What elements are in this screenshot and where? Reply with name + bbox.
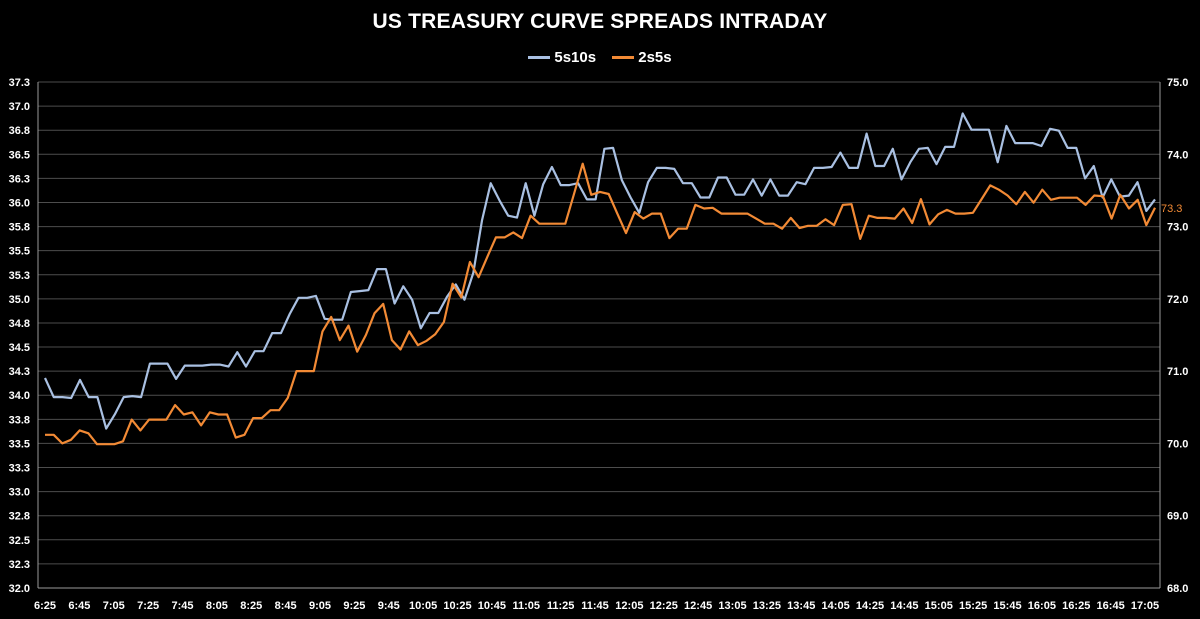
- series-lines: [43, 112, 1156, 446]
- y-left-tick-label: 32.0: [9, 583, 30, 595]
- y-right-tick-label: 68.0: [1167, 583, 1188, 595]
- y-left-tick-label: 36.5: [9, 149, 30, 161]
- tick-labels: 32.0 32.3 32.5 32.8 33.0 33.3 33.5 33.8 34.0 34.3…: [9, 77, 1189, 612]
- legend-item-2s5s: 2s5s: [612, 49, 672, 66]
- y-right-tick-label: 73.0: [1167, 222, 1188, 234]
- x-tick-label: 13:25: [753, 600, 781, 612]
- y-left-tick-label: 34.0: [9, 390, 30, 402]
- chart-title: US TREASURY CURVE SPREADS INTRADAY: [372, 10, 828, 33]
- x-tick-label: 14:25: [856, 600, 884, 612]
- x-tick-label: 9:25: [343, 600, 365, 612]
- legend-swatch-5s10s: [528, 56, 551, 59]
- axes: [37, 82, 1161, 589]
- grid-lines: [38, 81, 1160, 589]
- x-tick-label: 9:45: [378, 600, 400, 612]
- y-left-tick-label: 36.3: [9, 173, 30, 185]
- series-line-2s5s: [45, 162, 1156, 446]
- x-tick-label: 9:05: [309, 600, 331, 612]
- x-tick-label: 17:05: [1131, 600, 1159, 612]
- x-tick-label: 15:05: [925, 600, 953, 612]
- legend-label-5s10s: 5s10s: [554, 49, 597, 66]
- y-left-tick-label: 33.0: [9, 487, 30, 499]
- legend-swatch-2s5s: [612, 56, 635, 59]
- x-tick-label: 6:45: [68, 600, 90, 612]
- x-tick-label: 12:05: [615, 600, 643, 612]
- x-tick-label: 14:45: [890, 600, 918, 612]
- y-left-tick-label: 35.0: [9, 294, 30, 306]
- x-tick-label: 8:45: [275, 600, 297, 612]
- legend-item-5s10s: 5s10s: [528, 49, 596, 66]
- legend-label-2s5s: 2s5s: [638, 49, 672, 66]
- y-left-tick-label: 32.8: [9, 511, 30, 523]
- y-right-tick-label: 75.0: [1167, 77, 1188, 89]
- y-left-tick-label: 33.8: [9, 414, 30, 426]
- x-tick-label: 13:05: [718, 600, 746, 612]
- x-tick-label: 11:45: [581, 600, 609, 612]
- x-tick-label: 12:45: [684, 600, 712, 612]
- x-tick-label: 16:45: [1097, 600, 1125, 612]
- x-tick-label: 10:25: [443, 600, 471, 612]
- y-left-tick-label: 32.3: [9, 559, 30, 571]
- y-right-tick-label: 70.0: [1167, 438, 1188, 450]
- y-left-tick-label: 33.3: [9, 463, 30, 475]
- x-tick-label: 8:05: [206, 600, 228, 612]
- x-tick-label: 12:25: [650, 600, 678, 612]
- y-right-tick-label: 74.0: [1167, 149, 1188, 161]
- y-left-tick-label: 32.5: [9, 535, 30, 547]
- x-tick-label: 13:45: [787, 600, 815, 612]
- y-left-tick-label: 37.3: [9, 77, 30, 89]
- x-tick-label: 10:45: [478, 600, 506, 612]
- y-right-tick-label: 69.0: [1167, 511, 1188, 523]
- y-left-tick-label: 33.5: [9, 438, 30, 450]
- x-tick-label: 8:25: [240, 600, 262, 612]
- x-tick-label: 7:05: [103, 600, 125, 612]
- last-value-label: 73.3: [1161, 203, 1182, 215]
- y-left-tick-label: 35.3: [9, 270, 30, 282]
- y-left-tick-label: 36.0: [9, 197, 30, 209]
- x-tick-label: 14:05: [822, 600, 850, 612]
- x-tick-label: 10:05: [409, 600, 437, 612]
- y-left-tick-label: 34.8: [9, 318, 30, 330]
- y-left-tick-label: 37.0: [9, 101, 30, 113]
- y-right-tick-label: 72.0: [1167, 294, 1188, 306]
- x-tick-label: 15:45: [993, 600, 1021, 612]
- y-left-tick-label: 34.3: [9, 366, 30, 378]
- x-tick-label: 16:05: [1028, 600, 1056, 612]
- x-tick-label: 15:25: [959, 600, 987, 612]
- legend: 5s10s 2s5s: [0, 46, 1200, 66]
- y-left-tick-label: 35.5: [9, 246, 30, 258]
- y-left-tick-label: 36.8: [9, 125, 30, 137]
- series-line-5s10s: [43, 112, 1156, 430]
- y-left-tick-label: 35.8: [9, 222, 30, 234]
- x-tick-label: 6:25: [34, 600, 56, 612]
- y-right-tick-label: 71.0: [1167, 366, 1188, 378]
- x-tick-label: 16:25: [1062, 600, 1090, 612]
- x-tick-label: 11:05: [512, 600, 540, 612]
- y-left-tick-label: 34.5: [9, 342, 30, 354]
- x-tick-label: 7:25: [137, 600, 159, 612]
- x-tick-label: 7:45: [171, 600, 193, 612]
- x-tick-label: 11:25: [547, 600, 575, 612]
